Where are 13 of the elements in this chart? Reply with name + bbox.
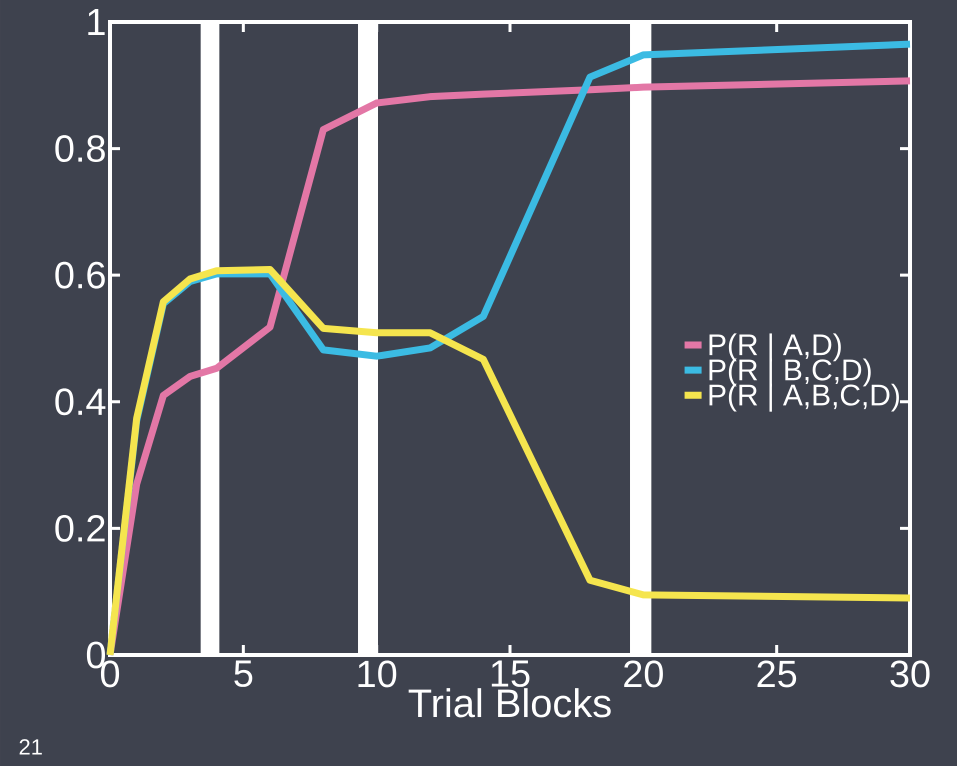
x-tick-label: 15 bbox=[492, 660, 530, 687]
y-tick-label: 1 bbox=[88, 8, 105, 36]
x-axis-title: Trial Blocks bbox=[408, 688, 611, 718]
y-tick-label: 0.6 bbox=[55, 262, 105, 289]
x-tick-label: 5 bbox=[234, 660, 252, 687]
x-tick-label: 25 bbox=[758, 660, 796, 688]
x-tick-label: 10 bbox=[358, 660, 396, 688]
y-tick-label: 0.8 bbox=[55, 135, 105, 162]
text: 21 bbox=[20, 739, 42, 754]
x-tick-label: 30 bbox=[890, 660, 930, 688]
y-tick-label: 0.4 bbox=[55, 388, 106, 416]
y-tick-label: 0.2 bbox=[55, 514, 105, 542]
x-tick-label: 20 bbox=[624, 660, 663, 688]
